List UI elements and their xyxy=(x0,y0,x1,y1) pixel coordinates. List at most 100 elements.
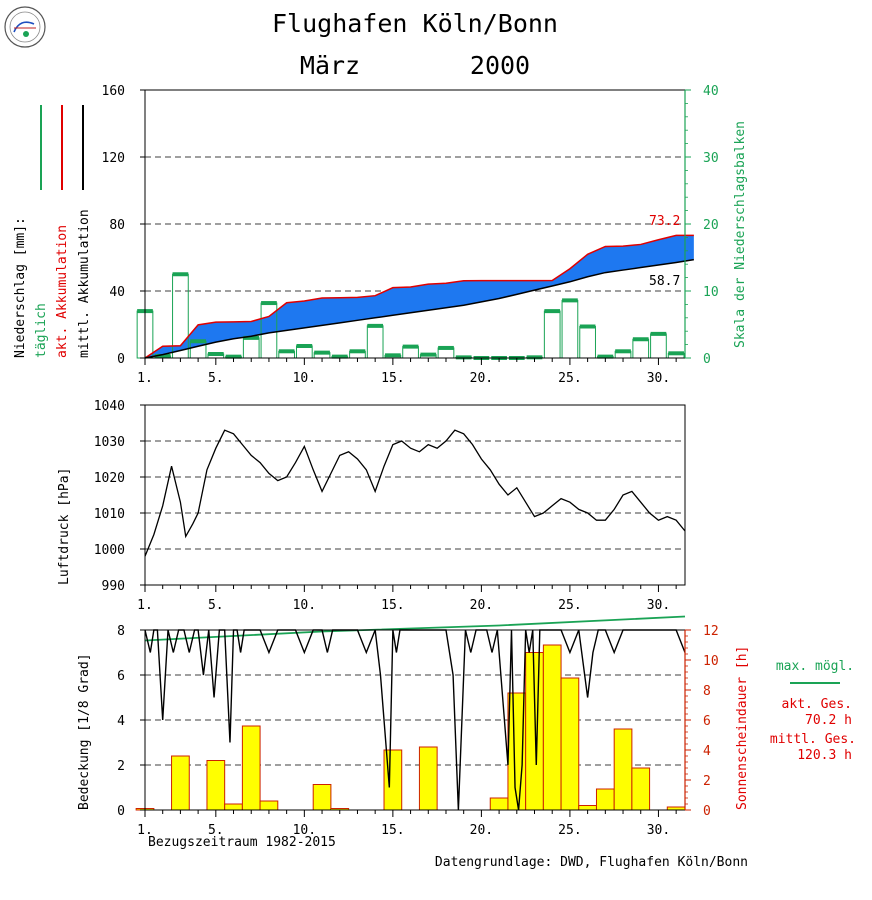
max-possible-label: max. mögl. xyxy=(776,659,854,674)
daily-precip-bar xyxy=(579,326,596,359)
pressure-x-ticks: 1. 5. 10. 15. 20. 25. 30. xyxy=(137,585,677,613)
precipitation-x-ticks: 1. 5. 10. 15. 20. 25. 30. xyxy=(137,358,677,386)
y-tick-label: 6 xyxy=(117,669,125,684)
x-tick-label: 30. xyxy=(647,823,670,838)
pressure-line xyxy=(144,429,686,557)
dwd-logo xyxy=(4,6,46,48)
x-tick-label: 15. xyxy=(381,371,404,386)
y2-tick-label: 30 xyxy=(703,151,719,166)
sunshine-bar xyxy=(578,805,597,811)
cloud-ylabel: Bedeckung [1/8 Grad] xyxy=(77,653,92,810)
sunshine-bars xyxy=(135,644,686,811)
sunshine-bar xyxy=(171,755,190,811)
y2-tick-label: 40 xyxy=(703,84,719,99)
x-tick-label: 1. xyxy=(137,823,153,838)
reference-period: Bezugszeitraum 1982-2015 xyxy=(148,835,336,850)
y-tick-label: 1020 xyxy=(94,471,125,486)
cloud-x-ticks: 1. 5. 10. 15. 20. 25. 30. xyxy=(137,810,677,838)
actual-sum-label: akt. Ges. xyxy=(782,697,852,712)
mean-sum-label: mittl. Ges. xyxy=(770,732,856,747)
pressure-ylabel: Luftdruck [hPa] xyxy=(57,468,72,585)
sunshine-bar xyxy=(613,728,633,811)
max-possible-sunshine-line xyxy=(144,615,686,642)
actual-total-label: 73.2 xyxy=(649,214,680,229)
sunshine-y2label: Sonnenscheindauer [h] xyxy=(735,646,750,810)
x-tick-label: 1. xyxy=(137,598,153,613)
sunshine-bar xyxy=(631,767,651,811)
sunshine-bar xyxy=(224,803,243,811)
daily-precip-bar xyxy=(561,299,579,359)
y2-tick-label: 10 xyxy=(703,654,719,669)
x-tick-label: 5. xyxy=(208,598,224,613)
x-tick-label: 30. xyxy=(647,598,670,613)
precipitation-ylabel: Niederschlag [mm]: xyxy=(13,217,28,358)
daily-precip-bar xyxy=(632,338,650,359)
x-tick-label: 10. xyxy=(293,598,316,613)
x-tick-label: 1. xyxy=(137,371,153,386)
actual-accumulation-line xyxy=(144,234,694,359)
x-tick-label: 25. xyxy=(558,823,581,838)
y-tick-label: 1000 xyxy=(94,543,125,558)
y2-tick-label: 2 xyxy=(703,774,711,789)
legend-daily-label: täglich xyxy=(34,303,49,358)
y-tick-label: 160 xyxy=(102,84,125,99)
sunshine-bar xyxy=(312,784,332,811)
precipitation-y-ticks: 0 40 80 120 160 xyxy=(102,84,145,367)
cloud-y-ticks: 0 2 4 6 8 xyxy=(117,624,145,819)
x-tick-label: 20. xyxy=(470,823,493,838)
precipitation-y2label: Skala der Niederschlagsbalken xyxy=(733,121,748,348)
sunshine-bar xyxy=(206,760,226,811)
x-tick-label: 10. xyxy=(293,823,316,838)
actual-sum-value: 70.2 h xyxy=(805,713,852,728)
x-tick-label: 20. xyxy=(470,371,493,386)
y-tick-label: 0 xyxy=(117,352,125,367)
x-tick-label: 20. xyxy=(470,598,493,613)
precipitation-y2-ticks: 0 10 20 30 40 xyxy=(684,84,719,367)
x-tick-label: 25. xyxy=(558,371,581,386)
x-tick-label: 15. xyxy=(381,598,404,613)
legend-actual-label: akt. Akkumulation xyxy=(55,225,70,358)
cloud-grid xyxy=(145,674,685,766)
x-tick-label: 5. xyxy=(208,371,224,386)
mean-sum-value: 120.3 h xyxy=(797,748,852,763)
sunshine-bar xyxy=(489,797,509,811)
y2-tick-label: 0 xyxy=(703,352,711,367)
legend-mean-label: mittl. Akkumulation xyxy=(77,209,92,358)
chart-month: März xyxy=(300,51,360,80)
mean-accumulation-line xyxy=(144,258,694,359)
y2-tick-label: 10 xyxy=(703,285,719,300)
mean-total-label: 58.7 xyxy=(649,274,680,289)
y2-tick-label: 12 xyxy=(703,624,719,639)
chart-year: 2000 xyxy=(470,51,530,80)
sunshine-bar xyxy=(595,788,615,811)
y-tick-label: 0 xyxy=(117,804,125,819)
daily-precip-bar xyxy=(366,325,384,359)
y-tick-label: 40 xyxy=(109,285,125,300)
y-tick-label: 120 xyxy=(102,151,125,166)
precipitation-panel: 0 40 80 120 160 0 10 20 30 40 1. 5. 10. 15. 20. 25. 30… xyxy=(13,84,748,386)
sunshine-bar xyxy=(542,644,562,811)
x-tick-label: 30. xyxy=(647,371,670,386)
cloud-sunshine-panel: 0 2 4 6 8 0 2 4 6 8 10 12 1. 5. 10. 15. 20. 25. 30. Bede… xyxy=(77,615,856,838)
sunshine-bar xyxy=(560,677,580,811)
y-tick-label: 80 xyxy=(109,218,125,233)
data-source: Datengrundlage: DWD, Flughafen Köln/Bonn xyxy=(435,855,748,870)
y2-tick-label: 0 xyxy=(703,804,711,819)
daily-precip-bar xyxy=(242,337,260,359)
precipitation-surplus-area xyxy=(145,235,694,358)
page-title: Flughafen Köln/Bonn xyxy=(272,9,558,38)
pressure-panel: 990 1000 1010 1020 1030 1040 1. 5. 10. 15. 20. 25.… xyxy=(57,399,686,613)
sunshine-bar xyxy=(259,800,279,811)
y2-tick-label: 4 xyxy=(703,744,711,759)
sunshine-y2-ticks: 0 2 4 6 8 10 12 xyxy=(684,624,719,819)
y-tick-label: 2 xyxy=(117,759,125,774)
y2-tick-label: 6 xyxy=(703,714,711,729)
y-tick-label: 1040 xyxy=(94,399,125,414)
y-tick-label: 8 xyxy=(117,624,125,639)
y-tick-label: 990 xyxy=(102,579,125,594)
y2-tick-label: 8 xyxy=(703,684,711,699)
x-tick-label: 15. xyxy=(381,823,404,838)
y2-tick-label: 20 xyxy=(703,218,719,233)
sunshine-bar xyxy=(418,746,438,811)
